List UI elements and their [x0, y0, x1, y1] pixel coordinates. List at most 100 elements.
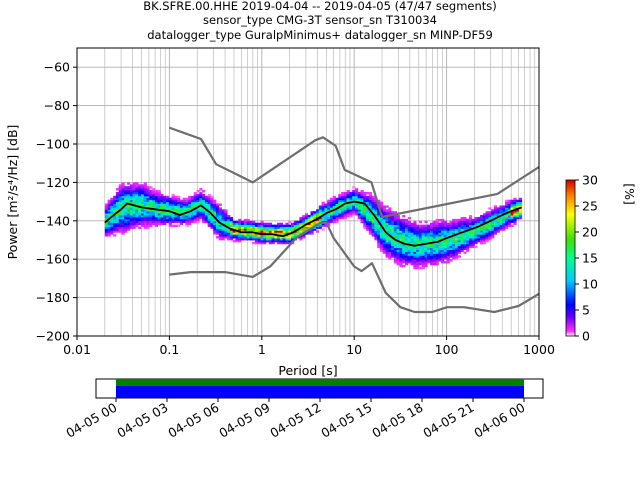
histogram-cell — [449, 228, 453, 231]
histogram-cell — [455, 238, 459, 241]
histogram-cell — [188, 215, 192, 218]
histogram-cell — [452, 255, 456, 258]
histogram-cell — [124, 186, 128, 189]
histogram-cell — [427, 253, 431, 256]
histogram-cell — [404, 236, 409, 239]
histogram-cell — [274, 228, 278, 231]
histogram-cell — [468, 240, 473, 243]
histogram-cell — [215, 203, 220, 206]
histogram-cell — [135, 182, 139, 185]
histogram-cell — [507, 209, 511, 212]
histogram-cell — [343, 215, 348, 218]
histogram-cell — [446, 238, 450, 241]
histogram-cell — [207, 205, 211, 208]
histogram-cell — [507, 199, 511, 202]
histogram-cell — [321, 216, 325, 220]
histogram-cell — [143, 226, 147, 229]
histogram-cell — [427, 230, 431, 233]
histogram-cell — [182, 199, 186, 202]
histogram-cell — [313, 213, 317, 216]
histogram-cell — [124, 222, 128, 226]
x-tick-label: 1 — [258, 342, 266, 357]
histogram-cell — [480, 220, 484, 224]
histogram-cell — [260, 230, 264, 233]
histogram-cell — [338, 211, 342, 214]
histogram-cell — [207, 215, 211, 218]
histogram-cell — [227, 232, 231, 235]
histogram-cell — [471, 230, 475, 233]
histogram-cell — [304, 213, 309, 216]
histogram-cell — [199, 193, 203, 197]
histogram-cell — [190, 211, 195, 214]
histogram-cell — [466, 238, 470, 241]
histogram-cell — [341, 199, 345, 202]
histogram-cell — [107, 211, 111, 214]
histogram-cell — [471, 245, 475, 249]
timeline-tick-label: 04-05 09 — [216, 400, 272, 441]
histogram-cell — [499, 205, 503, 208]
histogram-cell — [285, 222, 289, 226]
histogram-cell — [471, 238, 475, 241]
histogram-cell — [329, 197, 334, 201]
histogram-cell — [452, 222, 456, 226]
histogram-cell — [188, 197, 192, 201]
histogram-cell — [466, 232, 470, 235]
histogram-cell — [363, 209, 367, 212]
histogram-cell — [410, 222, 414, 226]
histogram-cell — [407, 249, 411, 252]
histogram-cell — [218, 211, 222, 214]
histogram-cell — [460, 247, 464, 250]
histogram-cell — [157, 193, 161, 197]
histogram-cell — [435, 245, 439, 249]
histogram-cell — [349, 205, 353, 208]
histogram-cell — [402, 224, 406, 227]
histogram-cell — [385, 218, 389, 222]
histogram-cell — [471, 224, 475, 227]
histogram-cell — [424, 240, 428, 243]
histogram-cell — [416, 240, 420, 243]
histogram-cell — [443, 261, 448, 264]
histogram-cell — [463, 236, 467, 239]
histogram-cell — [427, 259, 431, 262]
histogram-cell — [193, 209, 197, 212]
histogram-cell — [193, 192, 197, 195]
histogram-cell — [402, 253, 406, 256]
histogram-cell — [435, 261, 439, 264]
histogram-cell — [435, 228, 439, 231]
histogram-cell — [115, 188, 120, 191]
histogram-cell — [352, 207, 356, 210]
histogram-cell — [335, 220, 339, 224]
histogram-cell — [429, 249, 434, 252]
histogram-cell — [449, 245, 453, 249]
histogram-cell — [152, 197, 156, 201]
histogram-cell — [452, 247, 456, 250]
histogram-cell — [513, 218, 517, 222]
histogram-cell — [260, 236, 264, 239]
histogram-cell — [285, 240, 289, 243]
histogram-cell — [396, 249, 400, 252]
histogram-cell — [455, 240, 459, 243]
histogram-cell — [277, 230, 281, 233]
histogram-cell — [418, 234, 423, 237]
histogram-cell — [149, 218, 153, 222]
histogram-cell — [146, 201, 150, 204]
histogram-cell — [471, 232, 475, 235]
histogram-cell — [254, 224, 259, 227]
histogram-cell — [491, 234, 495, 237]
histogram-cell — [152, 192, 156, 195]
histogram-cell — [215, 209, 220, 212]
histogram-cell — [460, 228, 464, 231]
histogram-cell — [224, 218, 228, 222]
histogram-cell — [393, 257, 398, 260]
histogram-cell — [493, 211, 498, 214]
histogram-cell — [241, 234, 245, 237]
histogram-cell — [115, 216, 120, 220]
histogram-cell — [310, 222, 314, 226]
histogram-cell — [254, 234, 259, 237]
histogram-cell — [443, 224, 448, 227]
histogram-cell — [310, 224, 314, 227]
histogram-cell — [204, 220, 209, 224]
histogram-cell — [477, 240, 481, 243]
histogram-cell — [349, 192, 353, 195]
histogram-cell — [177, 205, 181, 208]
